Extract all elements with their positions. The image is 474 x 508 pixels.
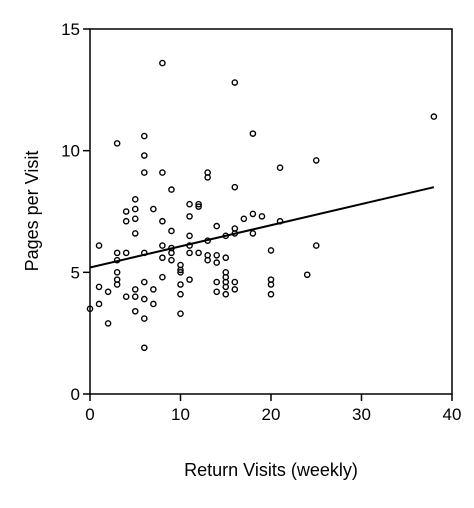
data-point xyxy=(195,203,202,210)
data-point xyxy=(122,217,130,225)
x-tick-label: 20 xyxy=(262,405,281,424)
data-point xyxy=(222,283,230,291)
data-point xyxy=(267,290,275,298)
data-point xyxy=(213,251,220,259)
data-point xyxy=(186,213,193,220)
data-point xyxy=(267,281,275,288)
data-point xyxy=(104,288,112,296)
data-point xyxy=(95,242,103,249)
x-axis-title: Return Visits (weekly) xyxy=(184,460,358,480)
data-point xyxy=(131,230,139,237)
data-point xyxy=(131,307,139,315)
data-point xyxy=(186,249,193,257)
data-point xyxy=(177,281,184,288)
data-point xyxy=(177,266,184,274)
y-tick-label: 15 xyxy=(61,20,80,39)
data-points xyxy=(86,59,438,352)
y-axis-title: Pages per Visit xyxy=(22,151,42,272)
y-tick-label: 0 xyxy=(71,385,80,404)
data-point xyxy=(204,174,211,181)
data-point xyxy=(213,222,220,230)
data-point xyxy=(177,290,184,298)
data-point xyxy=(177,310,184,318)
data-point xyxy=(213,288,220,296)
data-point xyxy=(150,205,157,213)
data-point xyxy=(231,286,239,293)
data-point xyxy=(276,164,284,171)
data-point xyxy=(249,210,257,218)
data-point xyxy=(168,256,175,264)
data-point xyxy=(186,232,193,240)
data-point xyxy=(186,200,193,208)
x-tick-label: 0 xyxy=(85,405,94,424)
data-point xyxy=(213,259,220,266)
y-tick-label: 10 xyxy=(61,142,80,161)
data-point xyxy=(122,249,130,257)
data-point xyxy=(131,205,139,213)
y-tick-label: 5 xyxy=(71,263,80,282)
data-point xyxy=(159,273,166,281)
data-point xyxy=(140,344,148,352)
data-point xyxy=(140,132,148,140)
data-point xyxy=(312,157,320,164)
data-point xyxy=(258,213,266,220)
plot-frame xyxy=(89,28,453,395)
data-point xyxy=(113,281,121,288)
data-point xyxy=(95,300,103,308)
data-point xyxy=(150,300,157,308)
data-point xyxy=(249,130,257,137)
data-point xyxy=(312,242,320,249)
data-point xyxy=(140,278,148,286)
data-point xyxy=(177,269,184,276)
data-point xyxy=(113,140,121,147)
data-point xyxy=(195,249,202,257)
data-point xyxy=(159,254,166,262)
data-point xyxy=(231,79,239,86)
data-point xyxy=(113,269,121,276)
data-point xyxy=(159,169,166,176)
data-point xyxy=(131,196,139,203)
data-point xyxy=(140,169,148,176)
data-point xyxy=(150,286,157,293)
data-point xyxy=(213,278,220,286)
data-point xyxy=(131,286,139,293)
data-point xyxy=(231,278,239,286)
trend-line xyxy=(89,186,435,269)
data-point xyxy=(222,254,230,262)
data-point xyxy=(140,295,148,303)
data-point xyxy=(86,305,94,313)
data-point xyxy=(195,200,202,208)
data-point xyxy=(204,256,211,264)
data-point xyxy=(168,186,175,193)
data-point xyxy=(168,249,175,257)
data-point xyxy=(140,152,148,159)
data-point xyxy=(131,293,139,300)
data-point xyxy=(231,183,239,191)
x-tick-label: 40 xyxy=(443,405,462,424)
data-point xyxy=(122,293,130,300)
data-point xyxy=(95,283,103,291)
x-tick-label: 30 xyxy=(352,405,371,424)
x-tick-label: 10 xyxy=(171,405,190,424)
data-point xyxy=(240,215,248,223)
data-point xyxy=(122,208,130,215)
data-point xyxy=(113,249,121,257)
data-point xyxy=(159,242,166,249)
data-point xyxy=(159,217,166,225)
data-point xyxy=(249,230,257,237)
data-point xyxy=(186,276,193,283)
data-point xyxy=(159,59,166,67)
data-point xyxy=(222,290,230,298)
axis-ticks: 0 10 20 30 40 0 5 10 15 xyxy=(61,20,461,424)
data-point xyxy=(168,227,175,235)
data-point xyxy=(430,113,438,120)
data-point xyxy=(131,215,139,223)
data-point xyxy=(303,271,311,279)
data-point xyxy=(140,315,148,322)
data-point xyxy=(267,247,275,254)
data-point xyxy=(104,320,112,327)
